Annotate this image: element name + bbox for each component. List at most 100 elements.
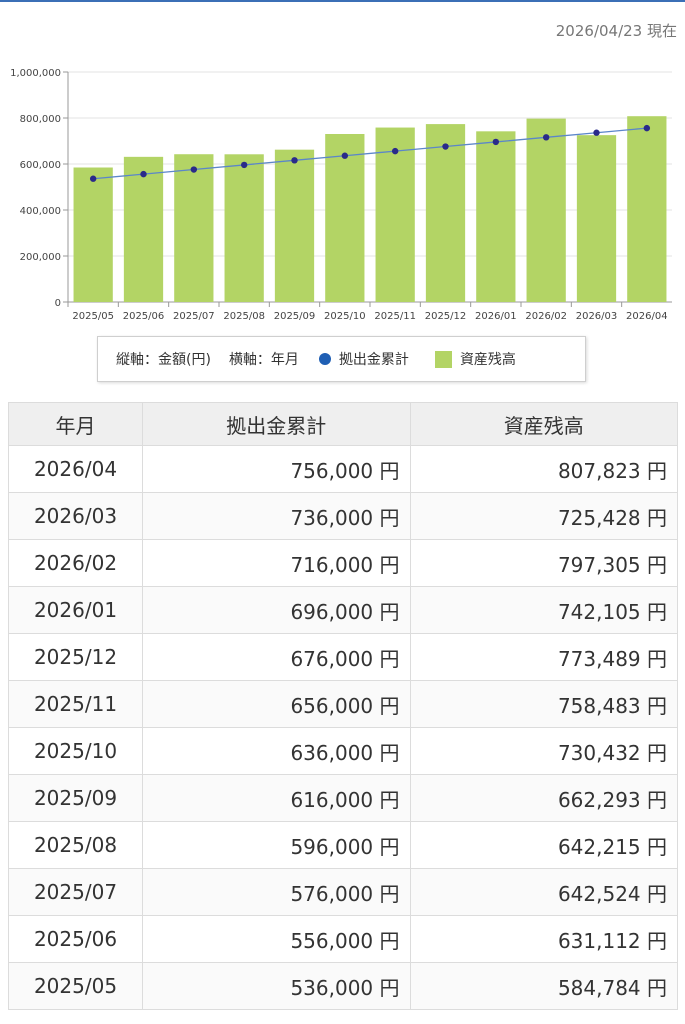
legend-line-marker [318, 353, 331, 365]
bar-2025/05 [73, 167, 113, 302]
cell-month: 2025/08 [8, 821, 143, 869]
point-2026/01 [492, 138, 500, 146]
x-tick-label: 2026/03 [576, 311, 618, 322]
cell-month: 2025/05 [8, 962, 143, 1010]
cell-contribution: 556,000 円 [142, 915, 411, 963]
cell-balance: 725,428 円 [409, 492, 678, 540]
point-2026/03 [593, 129, 600, 136]
cell-balance: 807,823 円 [409, 445, 678, 493]
table-row: 2025/05 536,000 円 584,784 円 [8, 962, 678, 1010]
cell-contribution: 676,000 円 [142, 633, 411, 681]
line-series [89, 124, 651, 182]
header-contribution: 拠出金累計 [142, 402, 411, 446]
cell-balance: 642,215 円 [409, 821, 678, 869]
header-balance: 資産残高 [409, 402, 678, 446]
y-tick-label: 600,000 [20, 160, 61, 171]
header-month: 年月 [8, 402, 143, 446]
bar-2026/03 [576, 135, 617, 302]
table-row: 2025/09 616,000 円 662,293 円 [8, 774, 678, 822]
bar-2025/12 [425, 124, 466, 302]
table-row: 2026/02 716,000 円 797,305 円 [8, 539, 678, 587]
table-row: 2026/01 696,000 円 742,105 円 [8, 586, 678, 634]
cell-contribution: 656,000 円 [142, 680, 411, 728]
cell-month: 2025/12 [8, 633, 143, 681]
table-row: 2025/10 636,000 円 730,432 円 [8, 727, 678, 775]
cell-contribution: 716,000 円 [142, 539, 411, 587]
cell-balance: 797,305 円 [409, 539, 678, 587]
point-2025/05 [89, 175, 97, 182]
cell-contribution: 756,000 円 [142, 445, 411, 493]
bar-2025/07 [174, 154, 214, 302]
point-2025/12 [442, 143, 449, 150]
cell-month: 2026/02 [8, 539, 143, 587]
cell-balance: 662,293 円 [409, 774, 678, 822]
bar-series [73, 116, 667, 303]
bar-2026/01 [476, 131, 516, 302]
legend-y-axis-label: 縦軸：金額(円) [116, 352, 211, 368]
cell-balance: 758,483 円 [409, 680, 678, 728]
point-2025/07 [190, 166, 198, 173]
cell-contribution: 596,000 円 [142, 821, 411, 869]
bar-2025/11 [375, 127, 415, 302]
asset-chart: 0 200,000 400,000 600,000 800,000 1,000,000 2… [10, 68, 672, 322]
x-tick-label: 2026/01 [475, 311, 517, 322]
cell-contribution: 696,000 円 [142, 586, 411, 634]
cell-contribution: 636,000 円 [142, 727, 411, 775]
cell-contribution: 616,000 円 [142, 774, 411, 822]
table-row: 2025/06 556,000 円 631,112 円 [8, 915, 678, 963]
table-row: 2025/11 656,000 円 758,483 円 [8, 680, 678, 728]
x-tick-label: 2025/08 [223, 311, 265, 322]
y-tick-label: 800,000 [20, 114, 61, 125]
chart-grid [63, 71, 672, 303]
x-tick-label: 2025/05 [72, 311, 114, 322]
top-accent-line [0, 0, 685, 2]
point-2025/08 [240, 161, 248, 169]
x-tick-label: 2026/04 [626, 311, 668, 322]
y-tick-label: 1,000,000 [10, 68, 61, 79]
legend-bar-label[interactable]: 資産残高 [459, 352, 516, 368]
as-of-date: 2026/04/23 現在 [555, 22, 677, 40]
cell-month: 2025/09 [8, 774, 143, 822]
cell-month: 2025/10 [8, 727, 143, 775]
point-2026/02 [542, 134, 550, 141]
point-2025/06 [140, 170, 147, 178]
cell-contribution: 576,000 円 [142, 868, 411, 916]
bar-2025/06 [123, 156, 164, 302]
legend-x-axis-label: 横軸：年月 [228, 352, 299, 368]
x-tick-label: 2025/06 [123, 311, 165, 322]
table-row: 2025/08 596,000 円 642,215 円 [8, 821, 678, 869]
table-row: 2026/03 736,000 円 725,428 円 [8, 492, 678, 540]
point-2025/09 [291, 157, 298, 164]
cell-month: 2025/06 [8, 915, 143, 963]
chart-legend: 縦軸：金額(円) 横軸：年月 拠出金累計 資産残高 [97, 336, 586, 382]
cell-balance: 773,489 円 [409, 633, 678, 681]
cell-balance: 584,784 円 [409, 962, 678, 1010]
y-tick-label: 400,000 [20, 206, 61, 217]
legend-line-label[interactable]: 拠出金累計 [338, 352, 409, 368]
table-row: 2025/12 676,000 円 773,489 円 [8, 633, 678, 681]
cell-month: 2026/01 [8, 586, 143, 634]
x-tick-label: 2025/09 [274, 311, 316, 322]
bar-2026/02 [526, 118, 566, 303]
x-tick-label: 2026/02 [525, 311, 567, 322]
x-tick-label: 2025/11 [374, 311, 416, 322]
x-tick-label: 2025/07 [173, 311, 215, 322]
cell-month: 2025/11 [8, 680, 143, 728]
cell-balance: 730,432 円 [409, 727, 678, 775]
bar-2025/08 [224, 154, 264, 302]
table-header-row: 年月 拠出金累計 資産残高 [8, 402, 678, 446]
table-row: 2025/07 576,000 円 642,524 円 [8, 868, 678, 916]
cell-month: 2025/07 [8, 868, 143, 916]
legend-bar-marker [434, 350, 452, 368]
y-tick-label: 0 [55, 298, 61, 309]
contribution-line [93, 127, 647, 180]
x-tick-label: 2025/10 [324, 311, 366, 322]
cell-contribution: 536,000 円 [142, 962, 411, 1010]
cell-contribution: 736,000 円 [142, 492, 411, 540]
point-2025/10 [341, 152, 349, 159]
x-tick-labels: 2025/05 2025/06 2025/07 2025/08 2025/09 2025/… [67, 302, 668, 322]
cell-month: 2026/03 [8, 492, 143, 540]
point-2026/04 [643, 124, 651, 132]
x-tick-label: 2025/12 [425, 311, 467, 322]
